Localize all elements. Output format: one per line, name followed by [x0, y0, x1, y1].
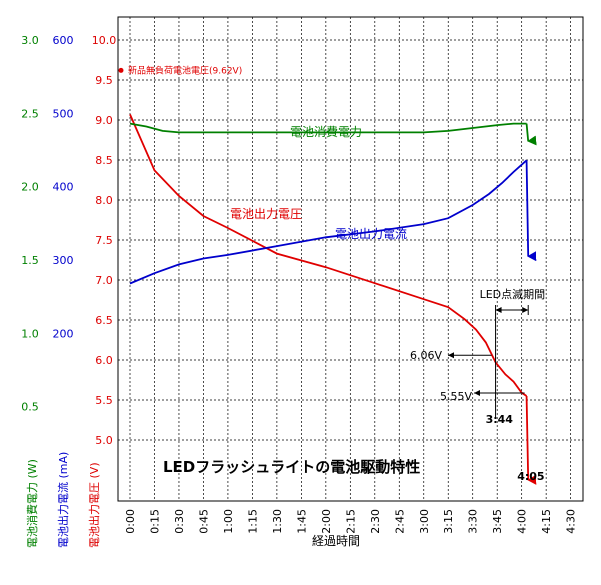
y-tick-label-voltage: 5.5: [95, 394, 113, 407]
y-tick-label-current: 200: [53, 327, 74, 340]
led-blink-arrow-right: [522, 307, 529, 313]
chart-title: LEDフラッシュライトの電池駆動特性: [163, 458, 420, 476]
x-tick-label: 0:30: [173, 509, 186, 534]
series-label: 電池出力電流: [335, 227, 407, 241]
x-tick-label: 1:45: [295, 509, 308, 534]
x-tick-label: 0:45: [197, 509, 210, 534]
x-tick-label: 4:00: [516, 509, 529, 534]
x-tick-label: 2:00: [320, 509, 333, 534]
y-tick-label-current: 400: [53, 181, 74, 194]
time-callout-2: 4:05: [517, 470, 544, 483]
x-axis-label: 経過時間: [312, 534, 360, 548]
x-tick-label: 2:45: [393, 509, 406, 534]
voltage-callout-1-arrow: [448, 352, 454, 359]
series-line: [129, 114, 528, 397]
y-tick-label-power: 1.0: [21, 327, 39, 340]
y-tick-label-voltage: 8.0: [95, 194, 113, 207]
series-dropoff-arrow: [525, 123, 537, 146]
time-callout-1: 3:44: [486, 413, 514, 426]
series-dropoff-arrow: [525, 395, 537, 485]
y-axis-label-current: 電池出力電流 (mA): [56, 452, 70, 548]
y-tick-label-power: 1.5: [21, 254, 39, 267]
x-tick-label: 1:30: [271, 509, 284, 534]
y-tick-label-voltage: 5.0: [95, 434, 113, 447]
y-tick-label-voltage: 7.0: [95, 274, 113, 287]
y-tick-label-power: 2.5: [21, 107, 39, 120]
x-tick-label: 4:30: [565, 509, 578, 534]
grid: [118, 17, 583, 501]
led-blink-label: LED点滅期間: [480, 288, 546, 301]
annotations: 新品無負荷電池電圧(9.62V) LED点滅期間 6.06V 5.55V 3:44 4:0…: [118, 64, 546, 483]
voltage-callout-2: 5.55V: [440, 390, 472, 403]
x-tick-label: 4:15: [540, 509, 553, 534]
y-tick-label-voltage: 7.5: [95, 234, 113, 247]
voltage-callout-1: 6.06V: [410, 349, 442, 362]
y-axis-label-voltage: 電池出力電圧 (V): [87, 462, 101, 548]
x-tick-label: 3:45: [491, 509, 504, 534]
voltage-callout-2-arrow: [474, 390, 480, 396]
y-tick-label-voltage: 6.5: [95, 314, 113, 327]
x-axis-ticks: 0:00 0:15 0:30 0:45 1:00 1:15 1:30 1:45 2:00 2:15…: [124, 509, 578, 534]
series-label: 電池消費電力: [290, 124, 362, 139]
y-tick-label-voltage: 9.0: [95, 114, 113, 127]
new-battery-label: 新品無負荷電池電圧(9.62V): [128, 64, 242, 76]
x-tick-label: 0:00: [124, 509, 137, 534]
series-label: 電池出力電圧: [230, 207, 302, 221]
x-tick-label: 0:15: [148, 509, 161, 534]
axis-labels: 電池消費電力 (W) 電池出力電流 (mA) 電池出力電圧 (V): [25, 452, 101, 548]
y-axis-label-power: 電池消費電力 (W): [25, 459, 39, 548]
series-line: [129, 122, 527, 134]
x-tick-label: 2:30: [369, 509, 382, 534]
x-tick-label: 3:00: [418, 509, 431, 534]
series-line: [129, 159, 528, 285]
y-tick-label-voltage: 10.0: [92, 34, 117, 47]
y-tick-label-current: 500: [53, 107, 74, 120]
led-blink-arrow-left: [495, 307, 502, 313]
y-tick-label-power: 0.5: [21, 401, 39, 414]
y-tick-label-voltage: 9.5: [95, 74, 113, 87]
y-tick-label-voltage: 6.0: [95, 354, 113, 367]
y-tick-label-current: 300: [53, 254, 74, 267]
series-dropoff-arrow: [525, 160, 537, 262]
y-tick-label-voltage: 8.5: [95, 154, 113, 167]
x-tick-label: 1:15: [246, 509, 259, 534]
y-tick-label-power: 2.0: [21, 181, 39, 194]
x-tick-label: 2:15: [344, 509, 357, 534]
new-battery-marker: [118, 67, 124, 73]
x-tick-label: 3:30: [467, 509, 480, 534]
x-tick-label: 1:00: [222, 509, 235, 534]
y-axis-ticks: 3.0 2.5 2.0 1.5 1.0 0.5 600 500 400 300 200 10.0 9.5…: [21, 34, 116, 447]
x-tick-label: 3:15: [442, 509, 455, 534]
y-tick-label-power: 3.0: [21, 34, 39, 47]
y-tick-label-current: 600: [53, 34, 74, 47]
